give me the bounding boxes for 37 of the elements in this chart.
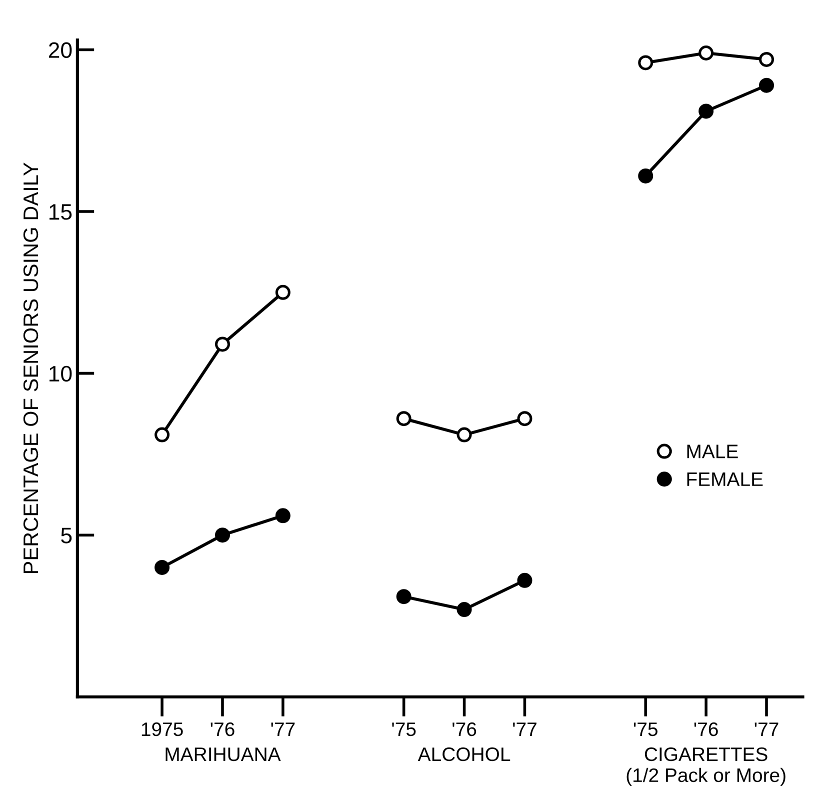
text: MARIHUANA [166, 748, 281, 762]
y-tick-label: 20 [48, 42, 72, 58]
x-tick-label: '77 [513, 722, 536, 736]
point [638, 55, 654, 70]
x-tick-label: '77 [754, 722, 778, 736]
y-axis-title: PERCENTAGE OF SENIORS USING DAILY [23, 162, 38, 574]
x-tick-label: '76 [452, 722, 476, 736]
point [275, 508, 290, 524]
point [456, 427, 472, 442]
point [214, 528, 230, 543]
point [759, 52, 774, 67]
point [154, 427, 170, 442]
point [275, 284, 290, 300]
text: ALCOHOL [418, 747, 510, 762]
x-tick-label: '77 [271, 722, 295, 736]
x-tick-label: '76 [210, 722, 234, 736]
point [698, 104, 714, 119]
y-tick-label: 5 [61, 528, 72, 544]
point [214, 336, 230, 352]
point [456, 602, 472, 618]
legend-label: MALE [687, 444, 738, 458]
point [759, 78, 774, 93]
x-tick-label: '76 [694, 722, 718, 736]
x-tick-label: '75 [392, 722, 416, 736]
point [154, 560, 170, 575]
point [396, 589, 412, 604]
x-tick-label: 1975 [142, 722, 183, 736]
legend-label: FEMALE [687, 472, 763, 486]
point [638, 168, 654, 184]
text: CIGARETTES (1/2 Pack or More) [626, 747, 786, 786]
x-tick-label: '75 [634, 722, 658, 736]
point [396, 411, 412, 426]
point [517, 572, 532, 588]
y-tick-label: 10 [50, 366, 72, 382]
point [517, 411, 532, 426]
point [698, 45, 714, 60]
y-tick-label: 15 [50, 204, 72, 220]
